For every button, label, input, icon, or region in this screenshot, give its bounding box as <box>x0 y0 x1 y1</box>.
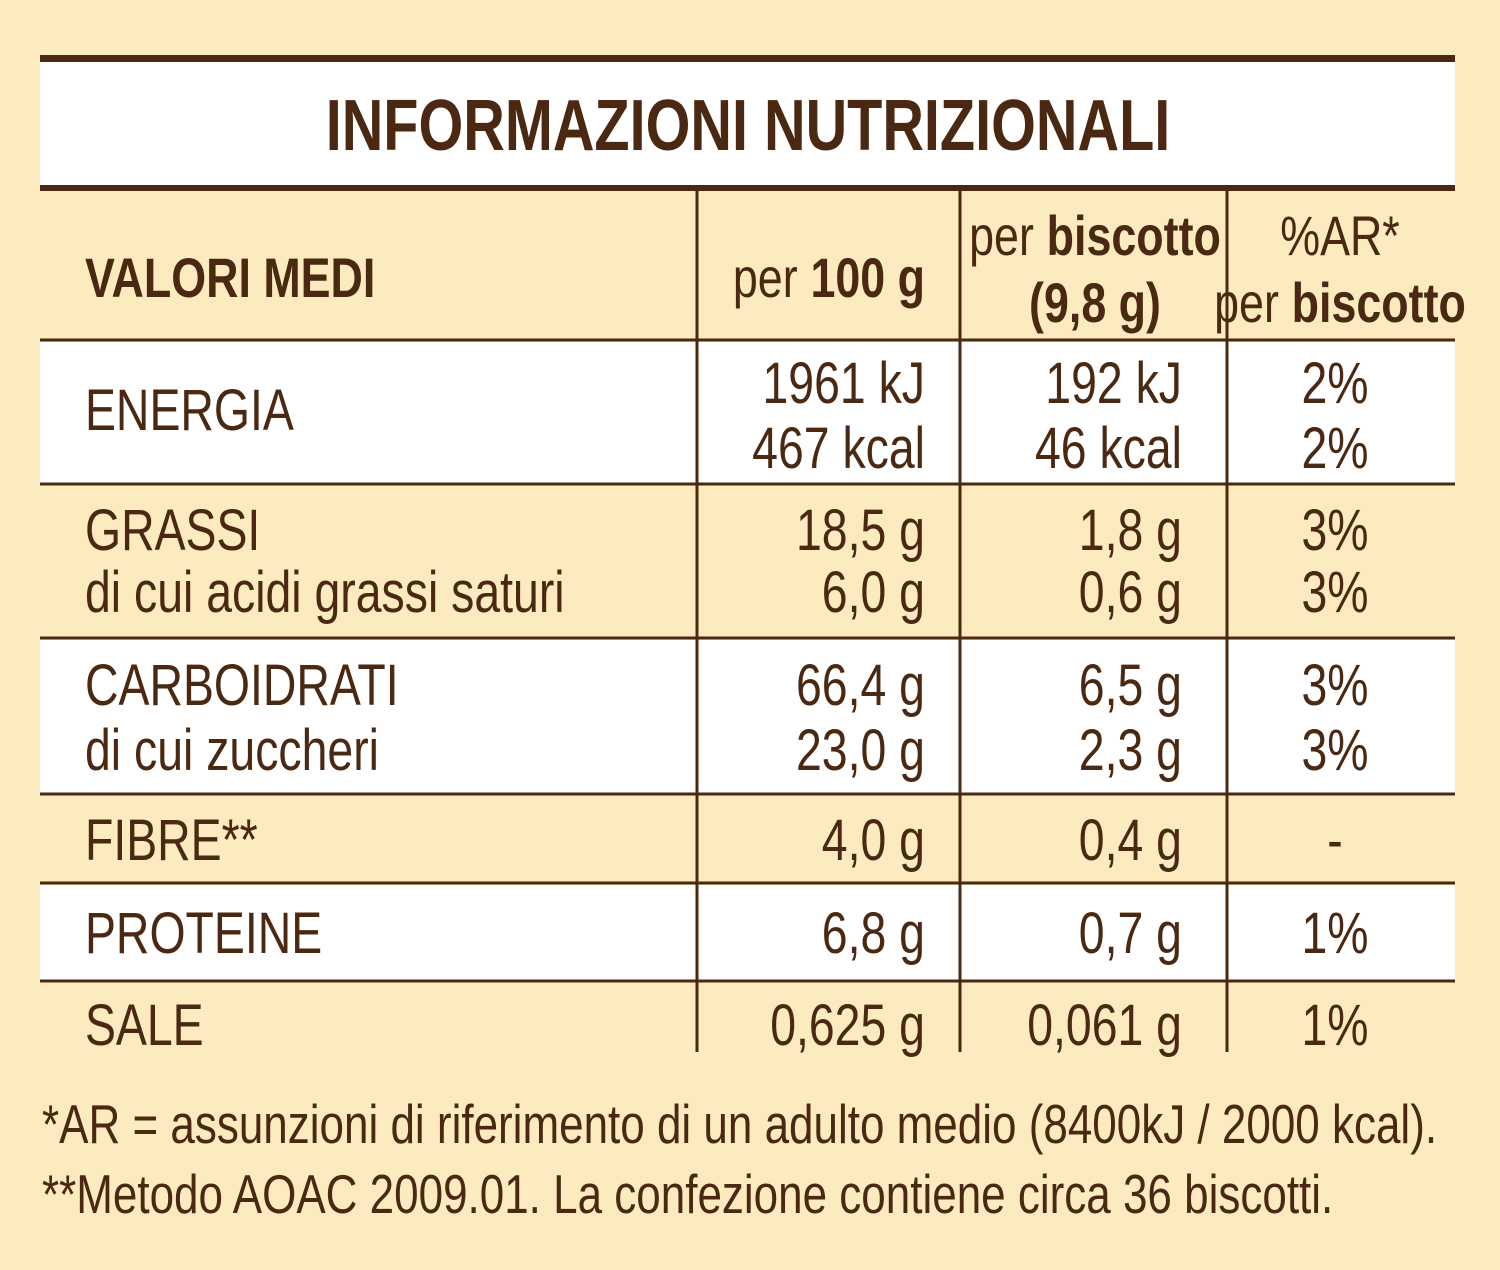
header-cell: per biscotto <box>969 204 1221 267</box>
row-band <box>40 983 1455 1052</box>
column-border <box>695 191 699 1052</box>
header-cell: %AR* <box>1280 204 1399 267</box>
nutrient-value: 23,0 g <box>796 718 925 783</box>
header-cell: per biscotto <box>1214 271 1466 334</box>
nutrient-label: CARBOIDRATI <box>85 653 399 718</box>
row-border <box>40 636 1455 640</box>
nutrient-value: 2,3 g <box>1079 718 1182 783</box>
row-border <box>40 792 1455 796</box>
nutrient-value: 18,5 g <box>796 498 925 563</box>
nutrient-value: 0,625 g <box>770 993 925 1058</box>
header-text: biscotto <box>1047 204 1221 267</box>
title-band <box>40 60 1455 188</box>
nutrient-value: 2% <box>1301 416 1368 481</box>
nutrient-value: 46 kcal <box>1035 416 1182 481</box>
nutrient-label: GRASSI <box>85 498 260 563</box>
nutrient-label: di cui acidi grassi saturi <box>85 560 565 625</box>
nutrient-value: 467 kcal <box>752 416 925 481</box>
nutrient-value: 1,8 g <box>1079 498 1182 563</box>
nutrient-value: 3% <box>1301 653 1368 718</box>
nutrient-value: 4,0 g <box>822 808 925 873</box>
nutrient-label: FIBRE** <box>85 808 258 873</box>
nutrient-value: 3% <box>1301 560 1368 625</box>
row-band <box>40 885 1455 980</box>
footnote: *AR = assunzioni di riferimento di un ad… <box>42 1093 1437 1155</box>
header-cell: (9,8 g) <box>1029 271 1161 334</box>
column-border <box>1225 191 1229 1052</box>
row-band <box>40 486 1455 637</box>
nutrient-value: 0,6 g <box>1079 560 1182 625</box>
nutrient-value: - <box>1327 808 1342 873</box>
nutrient-value: 192 kJ <box>1045 351 1182 416</box>
nutrient-value: 1961 kJ <box>763 351 925 416</box>
nutrient-value: 0,061 g <box>1027 993 1182 1058</box>
row-border <box>40 338 1455 342</box>
header-text: %AR* <box>1280 204 1399 267</box>
footnote: **Metodo AOAC 2009.01. La confezione con… <box>42 1163 1333 1225</box>
row-band <box>40 342 1455 483</box>
nutrient-value: 6,0 g <box>822 560 925 625</box>
nutrient-label: SALE <box>85 993 204 1058</box>
header-text: biscotto <box>1292 271 1466 334</box>
header-cell: per 100 g <box>733 246 925 309</box>
nutrient-label: ENERGIA <box>85 378 294 443</box>
row-border <box>40 979 1455 983</box>
row-border <box>40 881 1455 885</box>
row-border <box>40 482 1455 486</box>
nutrient-value: 3% <box>1301 498 1368 563</box>
nutrient-value: 6,5 g <box>1079 653 1182 718</box>
column-border <box>958 191 962 1052</box>
row-band <box>40 796 1455 882</box>
nutrient-label: PROTEINE <box>85 901 322 966</box>
nutrient-value: 1% <box>1301 901 1368 966</box>
header-text: per <box>969 204 1034 267</box>
top-border <box>40 55 1455 62</box>
nutrient-label: di cui zuccheri <box>85 718 379 783</box>
nutrient-value: 66,4 g <box>796 653 925 718</box>
header-text: per <box>1214 271 1279 334</box>
nutrient-value: 6,8 g <box>822 901 925 966</box>
nutrient-value: 0,4 g <box>1079 808 1182 873</box>
header-label: VALORI MEDI <box>85 246 375 309</box>
title: INFORMAZIONI NUTRIZIONALI <box>326 85 1171 166</box>
row-band <box>40 640 1455 793</box>
nutrient-value: 2% <box>1301 351 1368 416</box>
title-border <box>40 185 1455 191</box>
header-text: per <box>733 246 798 309</box>
header-text: 100 g <box>810 246 925 309</box>
nutrient-value: 1% <box>1301 993 1368 1058</box>
header-text: (9,8 g) <box>1029 271 1161 334</box>
nutrient-value: 0,7 g <box>1079 901 1182 966</box>
nutrient-value: 3% <box>1301 718 1368 783</box>
